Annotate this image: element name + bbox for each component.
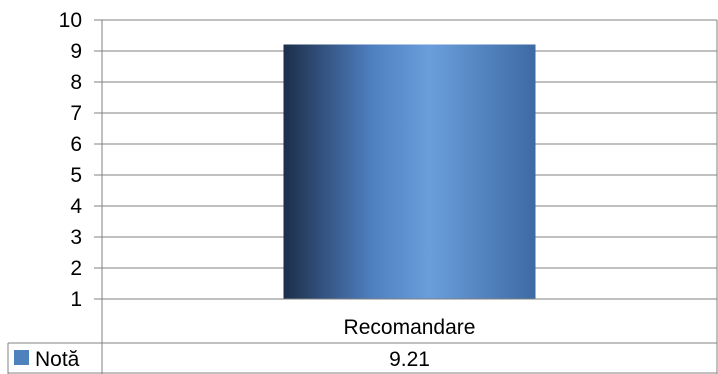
y-tick-label: 6 [70,133,82,156]
bar [283,44,536,299]
y-tick-label: 5 [70,164,82,187]
y-tick-label: 1 [70,288,82,311]
x-category-label: Recomandare [344,316,476,339]
y-tick-label: 8 [70,71,82,94]
y-tick-label: 4 [70,195,82,218]
y-tick-label: 7 [70,102,82,125]
y-tick-label: 3 [70,226,82,249]
y-tick-label: 9 [70,40,82,63]
y-tick-label: 10 [59,9,82,32]
data-table-value: 9.21 [389,348,430,371]
category-labels: Recomandare [344,316,476,339]
legend-series-label: Notă [35,348,80,371]
legend-key-swatch [14,350,29,365]
data-table-values: 9.21 [389,348,430,371]
y-axis-tick-labels: 1 2 3 4 5 6 7 8 9 10 [59,9,83,311]
bar-group [283,44,536,299]
y-tick-label: 2 [70,257,82,280]
